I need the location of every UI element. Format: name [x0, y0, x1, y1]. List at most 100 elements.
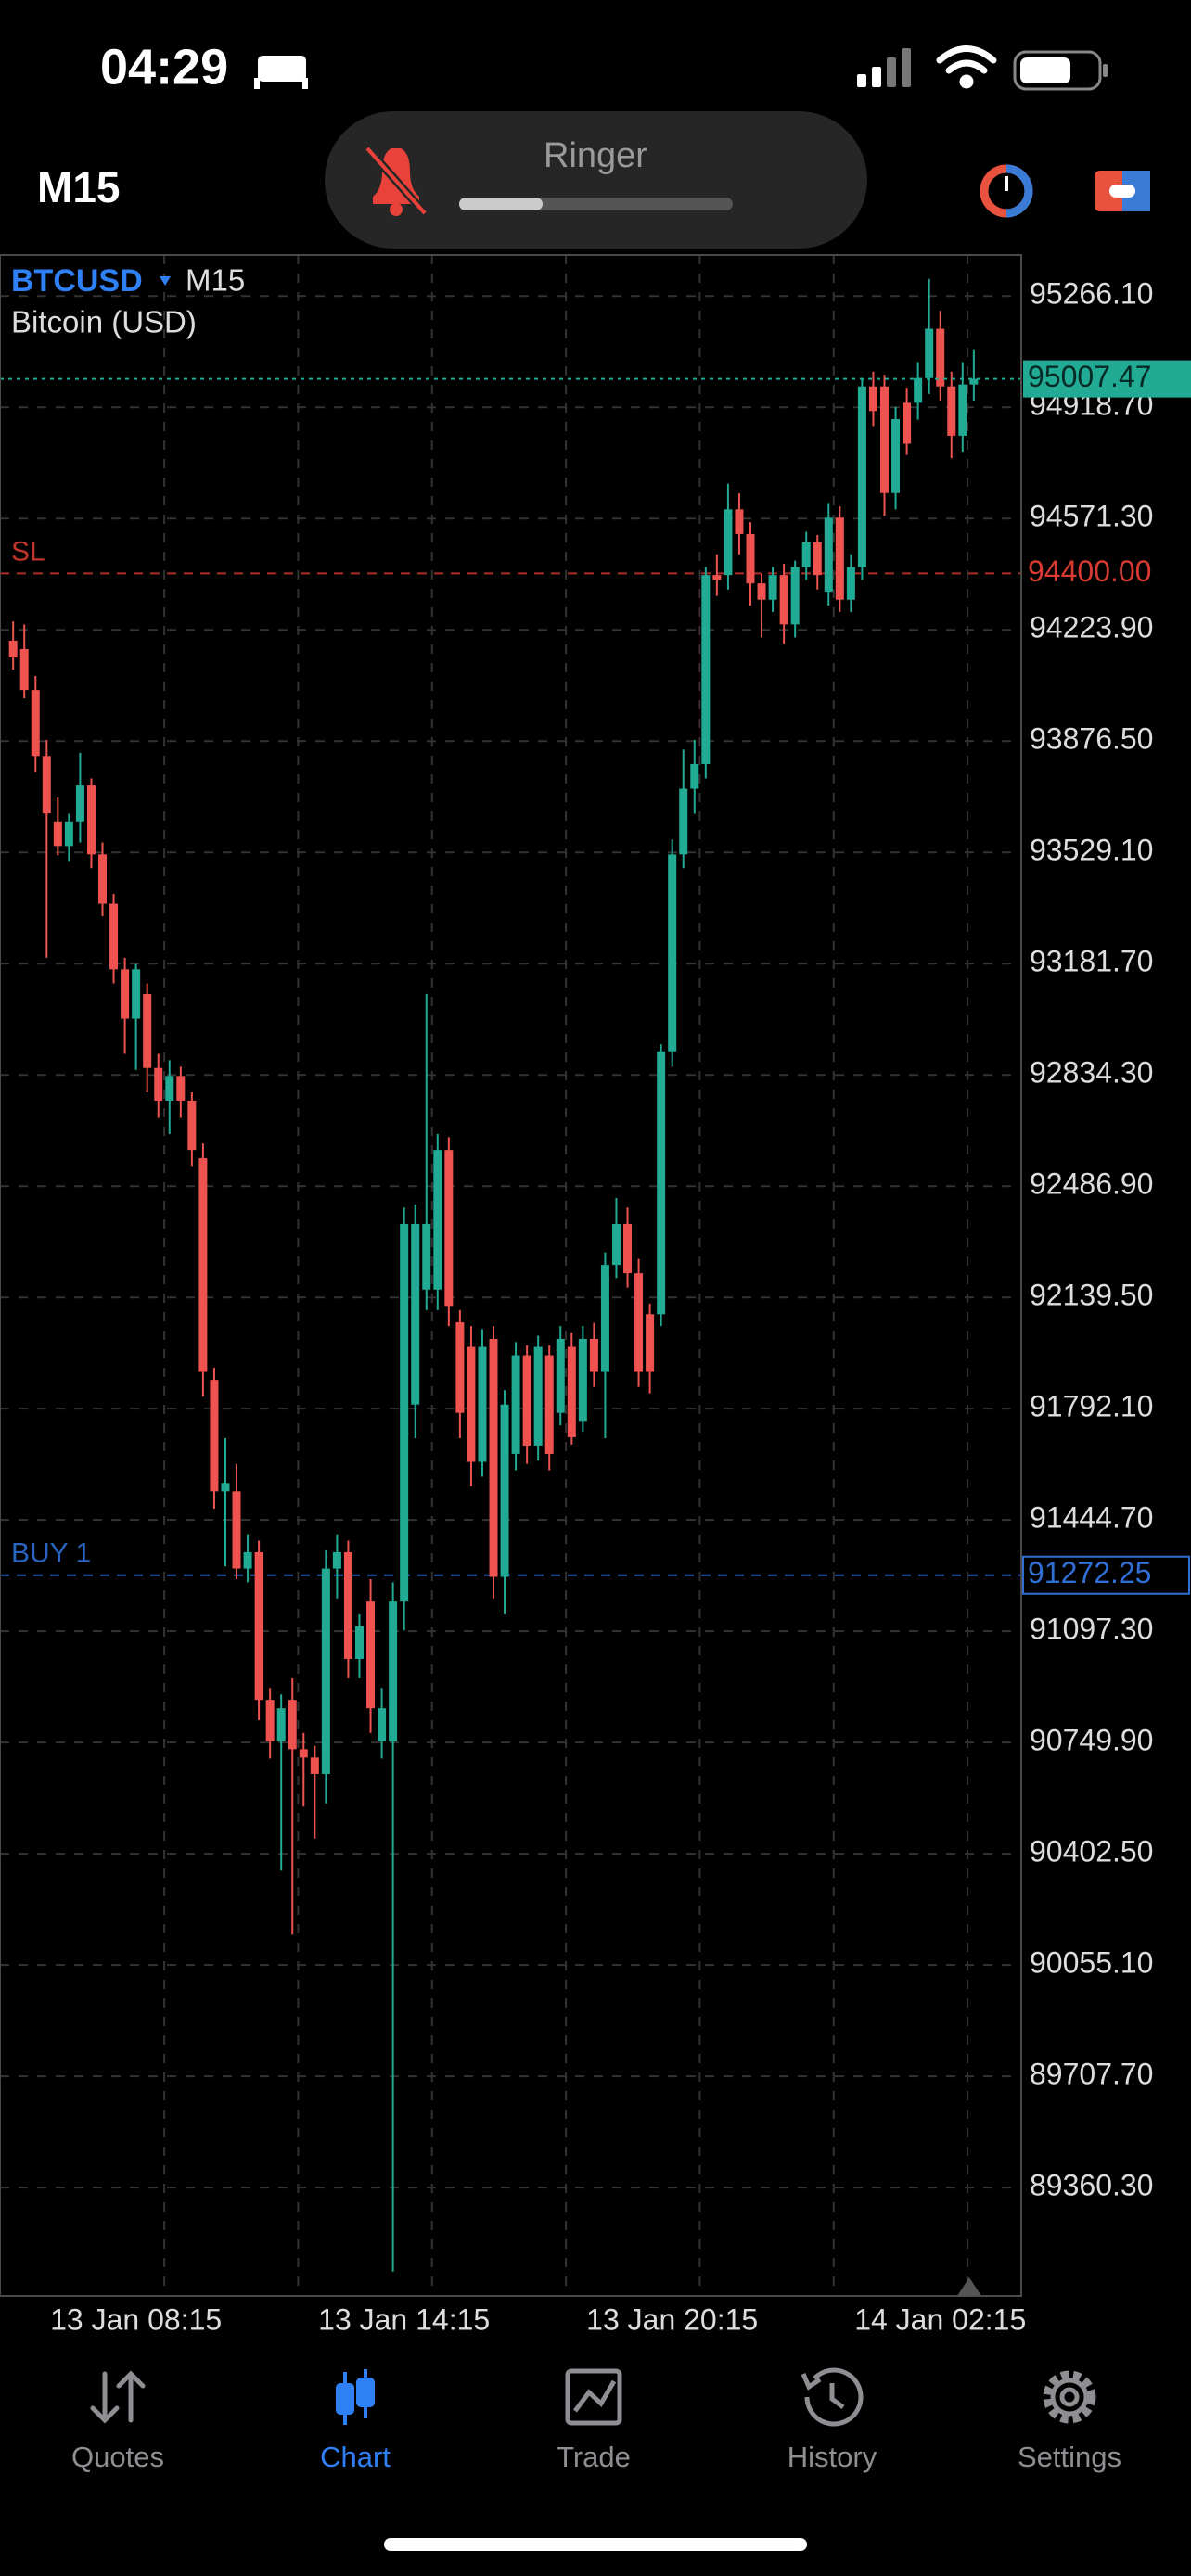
- chart: 95266.1094918.7094571.3094223.9093876.50…: [0, 255, 1191, 2336]
- current-price-label: 95007.47: [1028, 360, 1151, 393]
- shift-marker: [957, 2277, 981, 2296]
- candle-body: [276, 1708, 286, 1741]
- candle-body: [668, 854, 677, 1052]
- tab-icon-settings[interactable]: [1043, 2370, 1096, 2424]
- candle-body: [288, 1700, 297, 1750]
- candle-body: [165, 1076, 174, 1101]
- level-price: 91272.25: [1028, 1556, 1151, 1589]
- y-tick-label: 91444.70: [1030, 1501, 1153, 1535]
- candle-body: [768, 575, 777, 600]
- candle-body: [824, 517, 833, 593]
- candle-body: [299, 1749, 308, 1758]
- candle-body: [679, 788, 688, 855]
- candle-body: [19, 648, 29, 691]
- y-tick-label: 93181.70: [1030, 945, 1153, 978]
- candle-body: [332, 1551, 341, 1569]
- status-time: 04:29: [100, 39, 228, 95]
- candle-body: [522, 1355, 531, 1446]
- bell-muted-icon: [364, 146, 429, 216]
- ringer-slider-fill: [459, 198, 543, 210]
- candle-body: [646, 1314, 655, 1372]
- sleep-icon: [254, 56, 308, 89]
- candle-body: [154, 1067, 163, 1101]
- level-name: SL: [11, 536, 45, 567]
- candle-body: [746, 533, 755, 584]
- candle-body: [121, 969, 130, 1019]
- candle-body: [813, 542, 822, 576]
- candle-body: [489, 1338, 498, 1577]
- candle-body: [411, 1223, 420, 1405]
- y-tick-label: 89707.70: [1030, 2058, 1153, 2091]
- candle-body: [891, 418, 901, 493]
- indicators-button[interactable]: [980, 164, 1033, 218]
- x-tick-label: 13 Jan 08:15: [50, 2302, 222, 2336]
- timeframe-button[interactable]: M15: [37, 163, 120, 211]
- x-tick-label: 13 Jan 14:15: [318, 2302, 490, 2336]
- tab-icon-quotes[interactable]: [90, 2370, 146, 2424]
- candle-body: [75, 785, 84, 822]
- tab-label[interactable]: Chart: [320, 2441, 391, 2473]
- candle-body: [187, 1100, 197, 1151]
- y-tick-label: 95266.10: [1030, 277, 1153, 311]
- candle-body: [801, 542, 811, 567]
- chart-frame: [0, 254, 1022, 2297]
- candle-body: [53, 821, 62, 847]
- candle-body: [265, 1700, 275, 1741]
- candle-body: [880, 386, 890, 493]
- tab-label[interactable]: History: [788, 2441, 877, 2473]
- candle-body: [846, 567, 855, 600]
- candle-body: [98, 854, 108, 904]
- candle-body: [947, 386, 956, 436]
- tab-label[interactable]: Settings: [1018, 2441, 1121, 2473]
- y-tick-label: 91097.30: [1030, 1613, 1153, 1646]
- candle-body: [198, 1158, 208, 1372]
- symbol[interactable]: BTCUSD: [11, 263, 143, 299]
- candle-body: [600, 1265, 609, 1372]
- signal-icon: [857, 48, 911, 87]
- candle-body: [701, 575, 711, 764]
- candle-body: [533, 1346, 543, 1446]
- candle-body: [511, 1355, 520, 1454]
- candle-body: [8, 640, 18, 657]
- y-tick-label: 92486.90: [1030, 1167, 1153, 1201]
- symbol-dropdown[interactable]: [160, 276, 171, 286]
- candle-body: [790, 567, 800, 625]
- tab-icon-trade[interactable]: [565, 2368, 622, 2426]
- y-tick-label: 93529.10: [1030, 834, 1153, 867]
- ringer-label: Ringer: [544, 136, 647, 175]
- candle-body: [143, 993, 152, 1068]
- candle-body: [389, 1601, 398, 1741]
- candle-body: [232, 1491, 241, 1569]
- current-price-tag: [1023, 360, 1191, 398]
- candle-body: [64, 821, 73, 847]
- tab-label[interactable]: Quotes: [71, 2441, 164, 2473]
- candle-body: [221, 1483, 230, 1492]
- candle-body: [903, 402, 912, 444]
- tab-label[interactable]: Trade: [557, 2441, 631, 2473]
- candle-body: [735, 509, 744, 534]
- candle-body: [109, 903, 119, 970]
- candle-body: [86, 785, 96, 855]
- candle-body: [422, 1223, 431, 1290]
- tab-icon-chart[interactable]: [336, 2369, 375, 2425]
- x-tick-label: 14 Jan 02:15: [854, 2302, 1026, 2336]
- candle-body: [611, 1223, 621, 1266]
- y-tick-label: 94223.90: [1030, 611, 1153, 644]
- candle-body: [969, 378, 979, 385]
- candle-body: [254, 1551, 263, 1701]
- candle-body: [343, 1551, 352, 1659]
- candle-body: [914, 377, 923, 403]
- trade-button[interactable]: [1095, 171, 1150, 211]
- candle-body: [657, 1051, 666, 1315]
- candle-body: [31, 690, 40, 757]
- y-tick-label: 93876.50: [1030, 722, 1153, 756]
- tab-icon-history[interactable]: [800, 2367, 864, 2427]
- candle-body: [779, 575, 788, 625]
- candle-body: [724, 509, 733, 576]
- candle-body: [958, 384, 967, 436]
- candle-body: [712, 575, 722, 580]
- candle-body: [176, 1076, 186, 1101]
- candle-body: [556, 1338, 565, 1413]
- candle-body: [354, 1626, 364, 1659]
